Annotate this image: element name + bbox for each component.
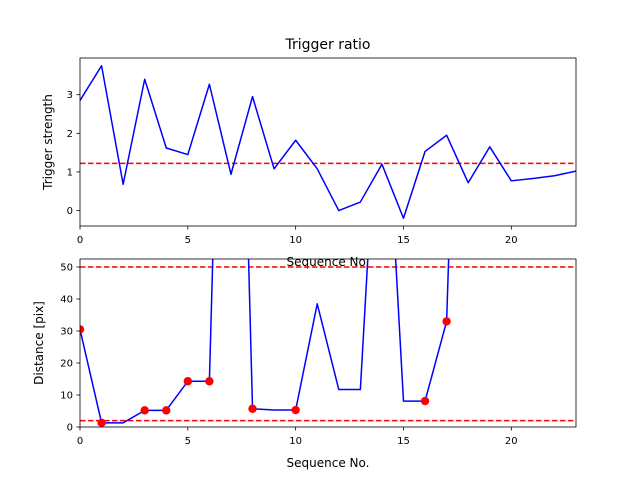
top-y-tick-label-2: 2 (67, 129, 73, 140)
bottom-x-tick-label-0: 0 (77, 436, 83, 447)
top-x-tick-label-1: 5 (185, 235, 191, 246)
bottom-x-tick-label-3: 15 (397, 436, 410, 447)
top-x-tick-label-3: 15 (397, 235, 410, 246)
bottom-y-tick-label-3: 30 (60, 327, 73, 338)
top-plot-area: 0 5 10 15 20 0 1 2 3 (67, 57, 577, 246)
top-series-line-0 (80, 64, 576, 220)
top-x-tick-label-2: 10 (289, 235, 302, 246)
bottom-marker-point-3 (162, 406, 171, 415)
bottom-marker-point-5 (205, 377, 214, 386)
bottom-x-tick-label-1: 5 (185, 436, 191, 447)
bottom-marker-point-8 (420, 396, 430, 406)
bottom-marker-point-1 (97, 418, 106, 427)
top-axes-frame (79, 57, 577, 227)
bottom-marker-point-4 (183, 377, 193, 386)
top-chart-x-axis-label: Sequence No. (287, 255, 370, 269)
bottom-y-tick-label-5: 50 (60, 263, 73, 274)
top-x-tick-label-4: 20 (505, 235, 518, 246)
bottom-marker-point-6 (248, 404, 257, 413)
bottom-marker-point-9 (442, 317, 451, 326)
top-chart-y-axis-label: Trigger strength (41, 94, 55, 191)
bottom-marker-point-7 (291, 405, 300, 415)
bottom-plot-content (80, 259, 576, 427)
bottom-y-tick-label-1: 10 (60, 391, 73, 402)
bottom-chart-y-axis-label: Distance [pix] (32, 301, 46, 385)
bottom-marker-point-2 (140, 406, 149, 415)
top-y-tick-label-0: 0 (67, 206, 73, 217)
top-y-tick-label-1: 1 (67, 167, 73, 178)
bottom-y-tick-label-4: 40 (60, 295, 73, 306)
top-chart-title: Trigger ratio (284, 37, 370, 53)
bottom-marker-point-0 (80, 325, 85, 334)
bottom-y-tick-label-0: 0 (67, 423, 73, 434)
bottom-x-tick-label-2: 10 (289, 436, 302, 447)
top-y-tick-label-3: 3 (67, 90, 73, 101)
top-x-tick-label-0: 0 (77, 235, 83, 246)
bottom-y-tick-label-2: 20 (60, 359, 73, 370)
bottom-chart-x-axis-label: Sequence No. (287, 456, 370, 470)
bottom-x-tick-label-4: 20 (505, 436, 518, 447)
top-plot-content (80, 64, 576, 220)
bottom-axes-frame (79, 258, 577, 428)
bottom-plot-area: 0 5 10 15 20 0 10 20 30 40 50 (60, 258, 577, 447)
